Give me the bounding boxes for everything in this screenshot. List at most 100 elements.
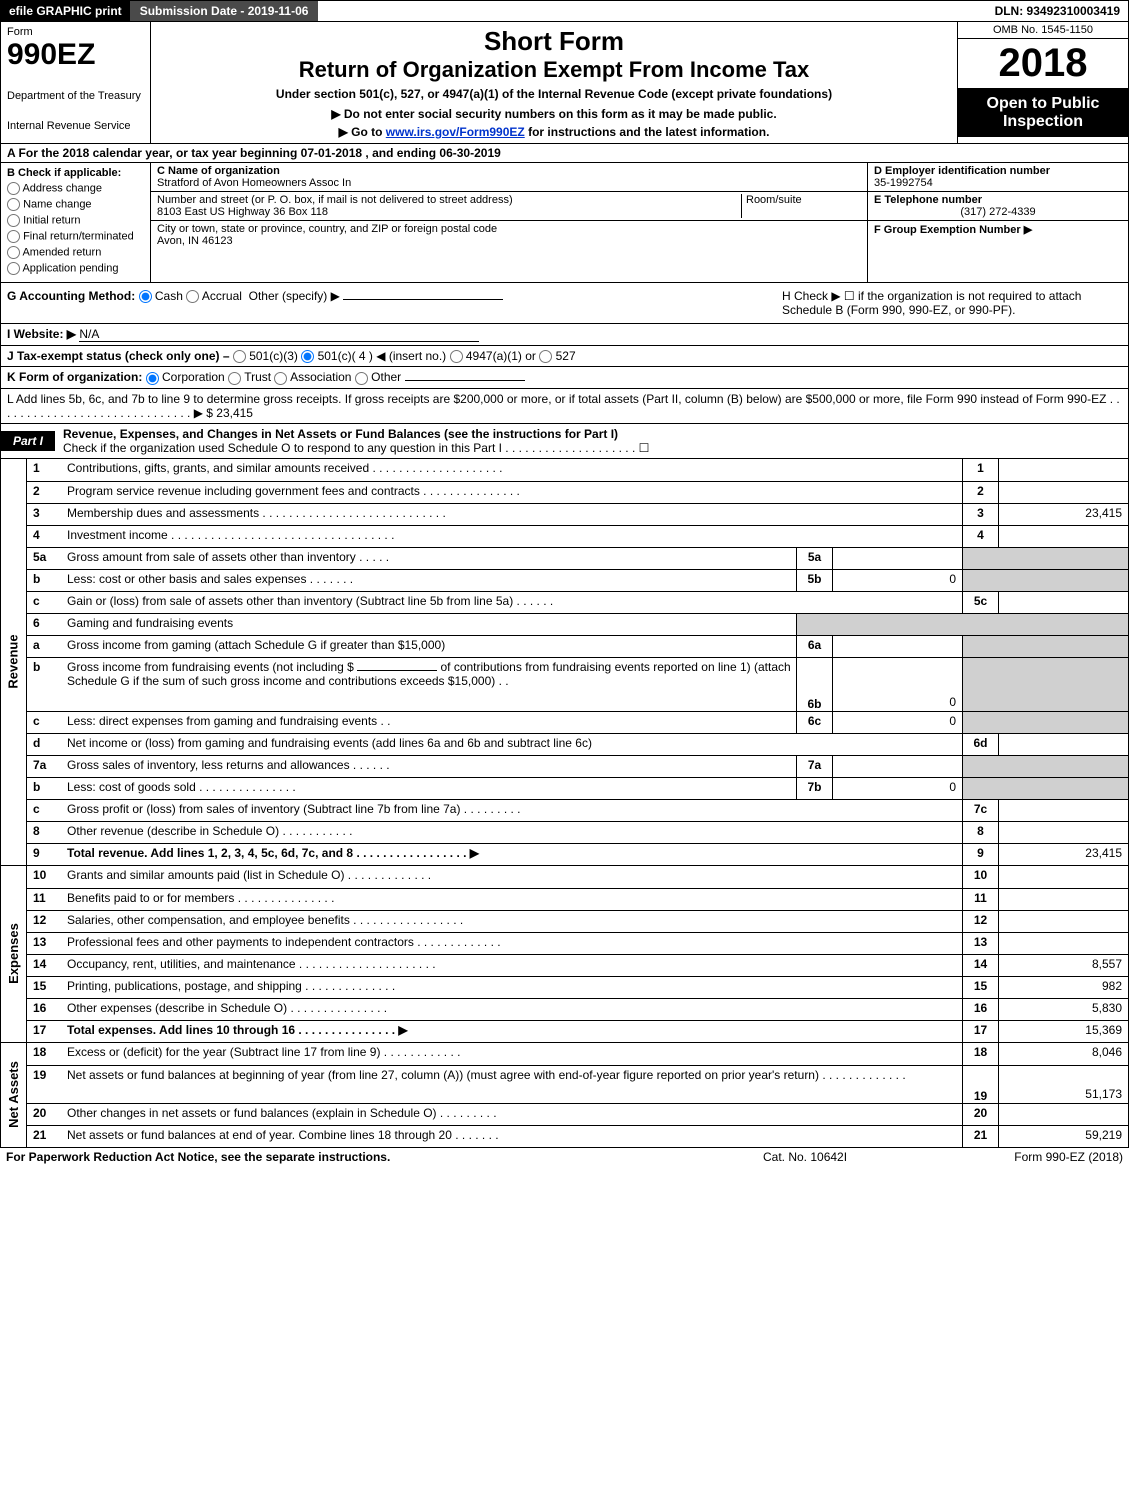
top-bar: efile GRAPHIC print Submission Date - 20… <box>0 0 1129 22</box>
chk-address-change[interactable] <box>7 182 20 195</box>
l3-num: 3 <box>27 504 63 525</box>
efile-label[interactable]: efile GRAPHIC print <box>1 1 130 21</box>
accounting-method: G Accounting Method: Cash Accrual Other … <box>7 289 782 317</box>
l6d-box-lbl: 6d <box>962 734 998 755</box>
radio-corp[interactable] <box>146 372 159 385</box>
l16-num: 16 <box>27 999 63 1020</box>
l6b-d1: Gross income from fundraising events (no… <box>67 660 357 674</box>
l6b-amount-line[interactable] <box>357 670 437 671</box>
l4-box-val <box>998 526 1128 547</box>
l5a-desc: Gross amount from sale of assets other t… <box>63 548 796 569</box>
radio-assoc[interactable] <box>274 372 287 385</box>
lbl-4947: 4947(a)(1) or <box>466 349 536 363</box>
room-suite-label: Room/suite <box>741 194 861 218</box>
l5b-desc: Less: cost or other basis and sales expe… <box>63 570 796 591</box>
footer-formref: Form 990-EZ (2018) <box>963 1150 1123 1164</box>
l14-box-val: 8,557 <box>998 955 1128 976</box>
l5c-num: c <box>27 592 63 613</box>
l1-box-lbl: 1 <box>962 459 998 481</box>
l16-box-val: 5,830 <box>998 999 1128 1020</box>
l11-box-val <box>998 889 1128 910</box>
row-l: L Add lines 5b, 6c, and 7b to line 9 to … <box>0 389 1129 424</box>
l5b-num: b <box>27 570 63 591</box>
l10-box-lbl: 10 <box>962 866 998 888</box>
l5c-box-val <box>998 592 1128 613</box>
footer-left: For Paperwork Reduction Act Notice, see … <box>6 1150 763 1164</box>
lbl-address-change: Address change <box>22 182 102 194</box>
c-city-label: City or town, state or province, country… <box>157 223 861 235</box>
l5c-box-lbl: 5c <box>962 592 998 613</box>
c-city-value: Avon, IN 46123 <box>157 235 861 247</box>
lbl-other: Other (specify) ▶ <box>249 289 340 303</box>
l7b-desc: Less: cost of goods sold . . . . . . . .… <box>63 778 796 799</box>
other-specify-line[interactable] <box>343 299 503 300</box>
l6a-desc: Gross income from gaming (attach Schedul… <box>63 636 796 657</box>
l6-num: 6 <box>27 614 63 635</box>
l18-desc: Excess or (deficit) for the year (Subtra… <box>63 1043 962 1065</box>
l21-box-lbl: 21 <box>962 1126 998 1147</box>
col-b: B Check if applicable: Address change Na… <box>1 163 151 282</box>
part-i-title: Revenue, Expenses, and Changes in Net As… <box>55 424 1128 458</box>
lbl-name-change: Name change <box>23 198 92 210</box>
l7c-desc: Gross profit or (loss) from sales of inv… <box>63 800 962 821</box>
l5c-desc: Gain or (loss) from sale of assets other… <box>63 592 962 613</box>
radio-4947[interactable] <box>450 350 463 363</box>
l7a-desc: Gross sales of inventory, less returns a… <box>63 756 796 777</box>
l19-desc: Net assets or fund balances at beginning… <box>63 1066 962 1103</box>
c-addr-value: 8103 East US Highway 36 Box 118 <box>157 206 741 218</box>
l21-box-val: 59,219 <box>998 1126 1128 1147</box>
radio-accrual[interactable] <box>186 290 199 303</box>
radio-cash[interactable] <box>139 290 152 303</box>
l4-desc: Investment income . . . . . . . . . . . … <box>63 526 962 547</box>
radio-501c[interactable] <box>301 350 314 363</box>
l2-desc: Program service revenue including govern… <box>63 482 962 503</box>
l19-num: 19 <box>27 1066 63 1103</box>
irs-link[interactable]: www.irs.gov/Form990EZ <box>386 125 525 139</box>
row-j: J Tax-exempt status (check only one) – 5… <box>0 346 1129 367</box>
expenses-table: Expenses 10Grants and similar amounts pa… <box>0 866 1129 1043</box>
chk-initial-return[interactable] <box>7 214 20 227</box>
l5b-sm-lbl: 5b <box>796 570 832 591</box>
c-name-value: Stratford of Avon Homeowners Assoc In <box>157 177 861 189</box>
tel-value: (317) 272-4339 <box>874 206 1122 218</box>
department: Department of the Treasury <box>7 90 144 102</box>
chk-final-return[interactable] <box>7 230 20 243</box>
group-exemption-label: F Group Exemption Number ▶ <box>874 223 1122 236</box>
l2-num: 2 <box>27 482 63 503</box>
tax-year: 2018 <box>958 39 1128 89</box>
chk-pending[interactable] <box>7 262 20 275</box>
l7b-sm-lbl: 7b <box>796 778 832 799</box>
l20-desc: Other changes in net assets or fund bala… <box>63 1104 962 1125</box>
part-i-check: Check if the organization used Schedule … <box>63 441 649 455</box>
chk-amended[interactable] <box>7 246 20 259</box>
l15-box-lbl: 15 <box>962 977 998 998</box>
l13-box-val <box>998 933 1128 954</box>
l5a-num: 5a <box>27 548 63 569</box>
row-a-end: 06-30-2019 <box>439 146 500 160</box>
expenses-lines: 10Grants and similar amounts paid (list … <box>27 866 1128 1042</box>
l5a-sm-lbl: 5a <box>796 548 832 569</box>
l12-num: 12 <box>27 911 63 932</box>
l6b-shade <box>962 658 1128 711</box>
l6c-sm-val: 0 <box>832 712 962 733</box>
l8-box-val <box>998 822 1128 843</box>
l9-box-val: 23,415 <box>998 844 1128 865</box>
irs-label: Internal Revenue Service <box>7 120 144 132</box>
part-i-title-text: Revenue, Expenses, and Changes in Net As… <box>63 427 618 441</box>
row-a-tax-year: A For the 2018 calendar year, or tax yea… <box>0 144 1129 163</box>
radio-501c3[interactable] <box>233 350 246 363</box>
radio-other-org[interactable] <box>355 372 368 385</box>
title-short-form: Short Form <box>157 26 951 57</box>
revenue-table: Revenue 1Contributions, gifts, grants, a… <box>0 459 1129 866</box>
l12-box-lbl: 12 <box>962 911 998 932</box>
l5a-sm-val <box>832 548 962 569</box>
lbl-trust: Trust <box>244 370 271 384</box>
l9-desc: Total revenue. Add lines 1, 2, 3, 4, 5c,… <box>63 844 962 865</box>
form-word: Form <box>7 26 144 38</box>
l1-desc: Contributions, gifts, grants, and simila… <box>63 459 962 481</box>
radio-527[interactable] <box>539 350 552 363</box>
chk-name-change[interactable] <box>7 198 20 211</box>
lbl-cash: Cash <box>155 289 183 303</box>
radio-trust[interactable] <box>228 372 241 385</box>
other-org-line[interactable] <box>405 380 525 381</box>
